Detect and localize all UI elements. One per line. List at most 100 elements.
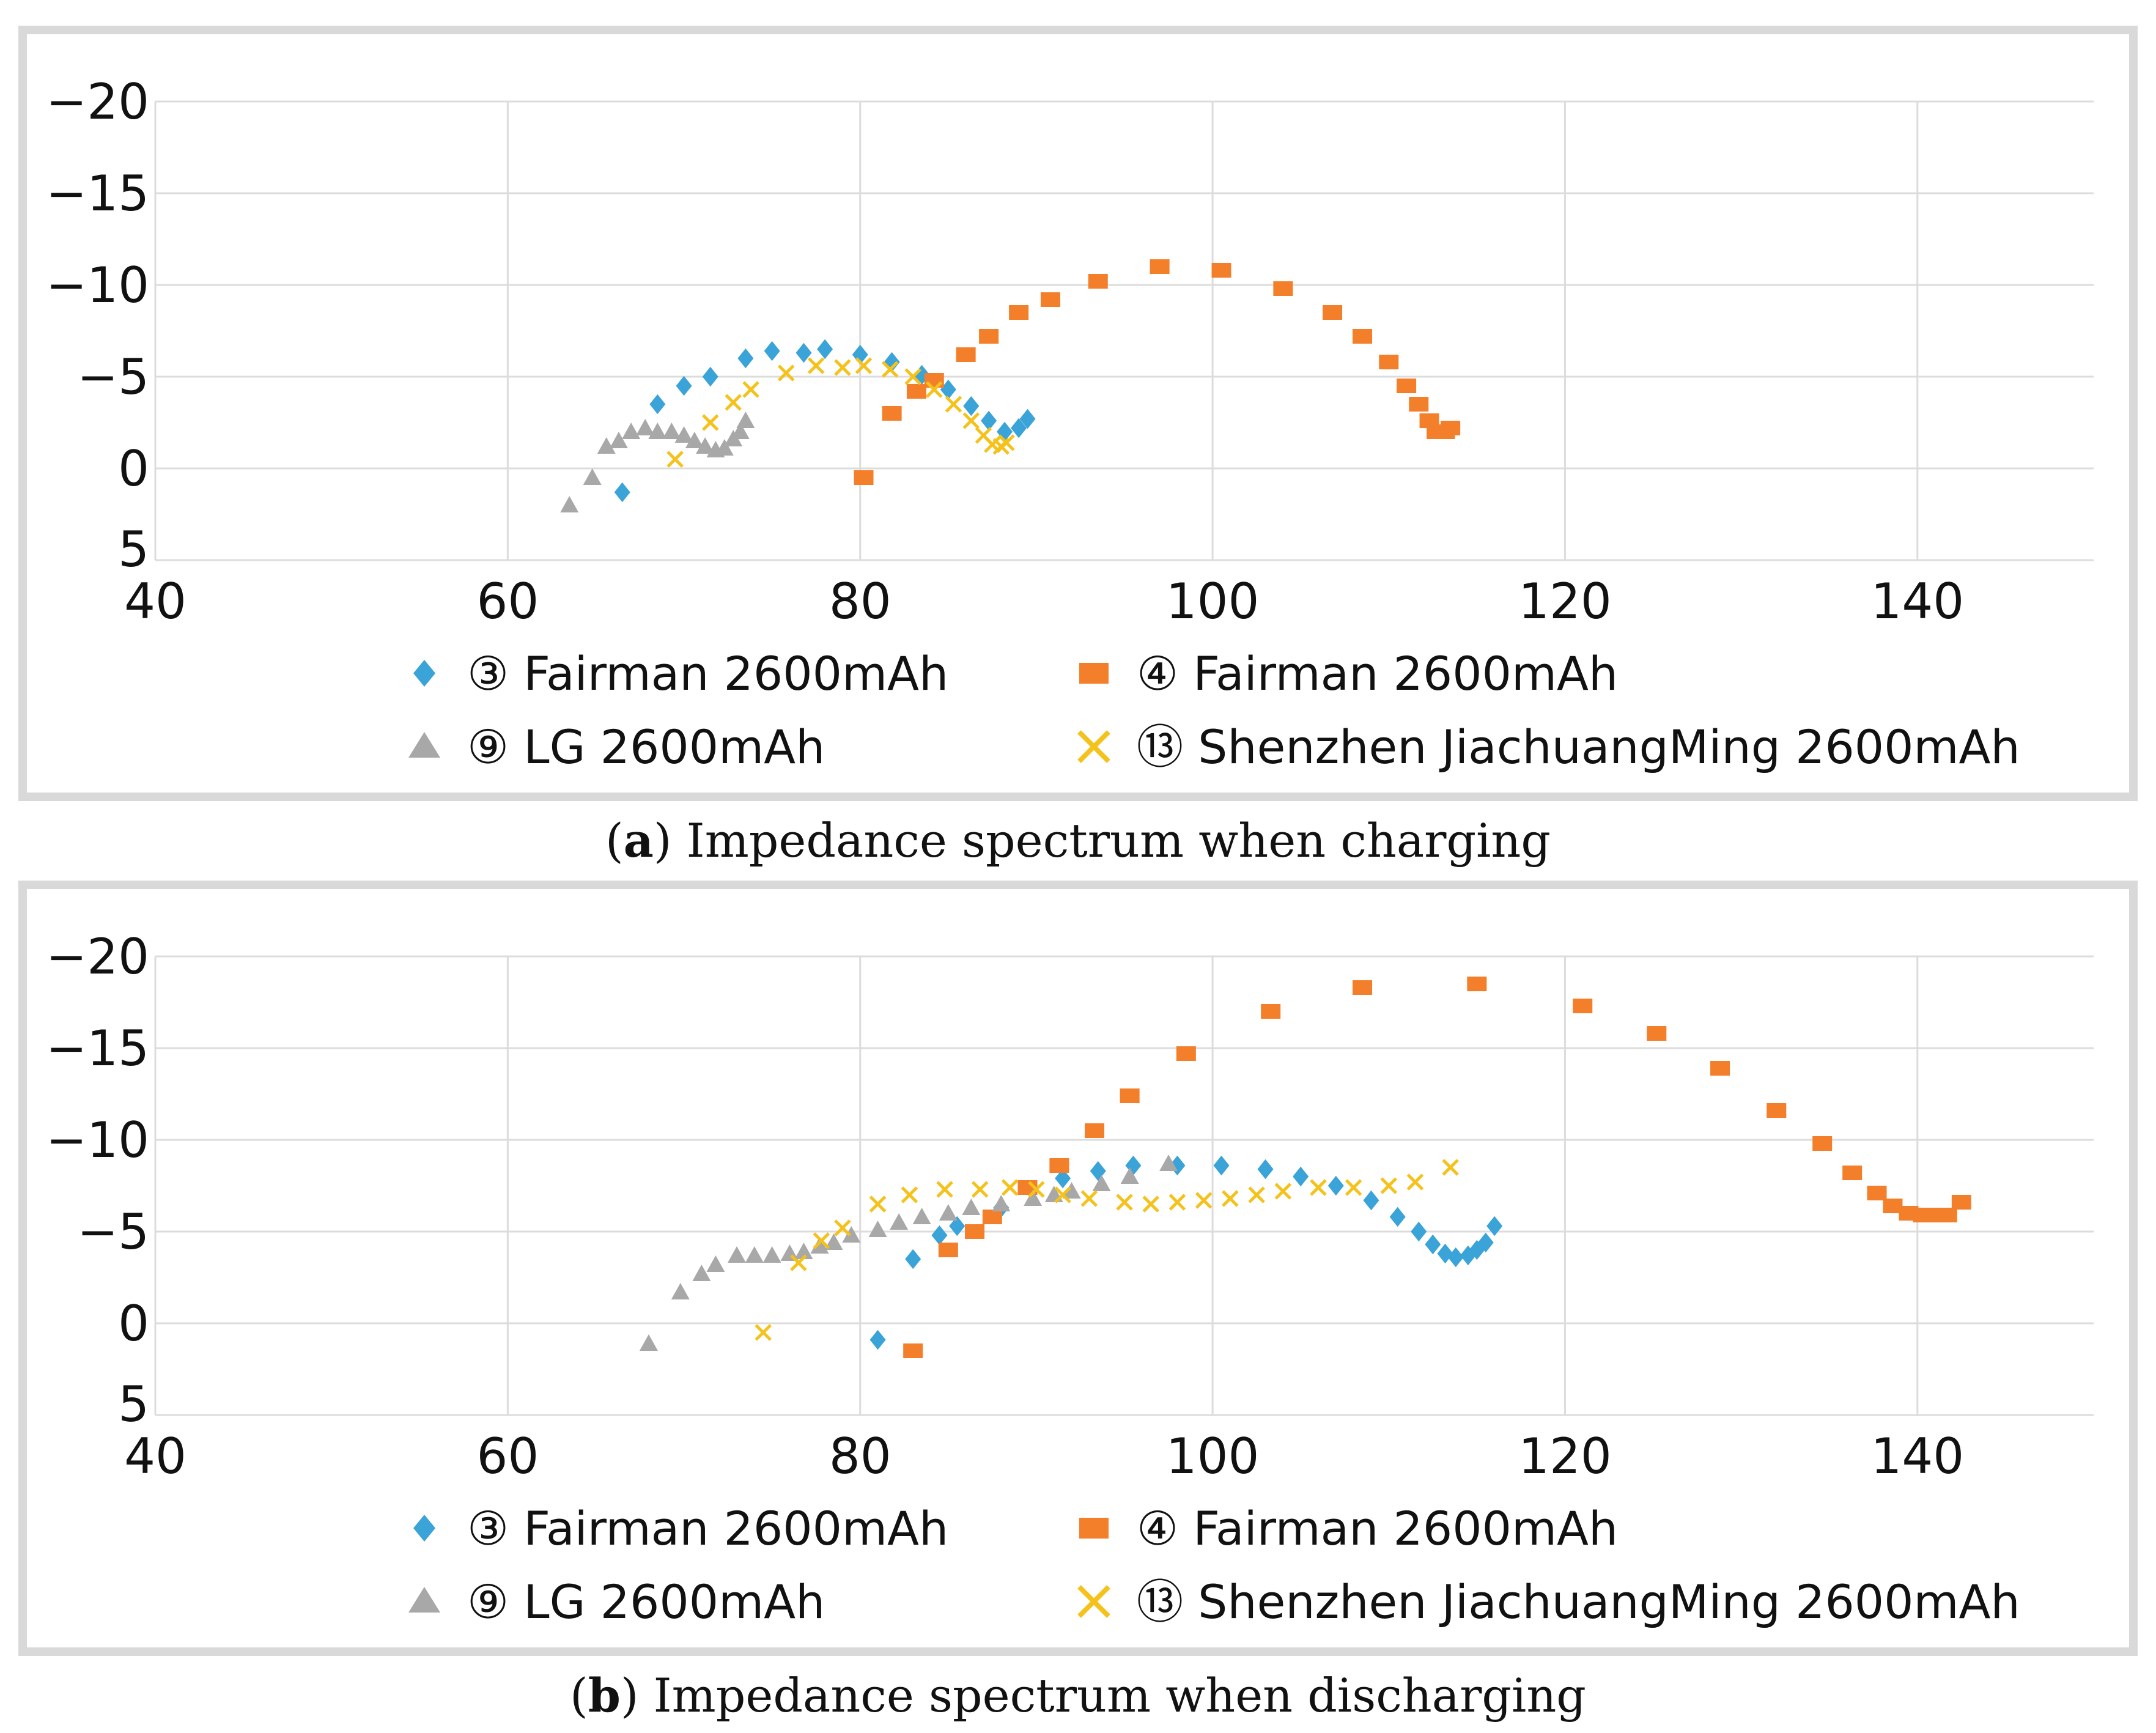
legend-item: ④ Fairman 2600mAh: [1079, 646, 1618, 701]
data-point: [1273, 281, 1293, 296]
data-point: [737, 348, 754, 369]
data-point: [1024, 1189, 1043, 1206]
series-shenzhen: [666, 357, 1015, 468]
data-point: [1353, 980, 1373, 995]
caption-charging: (a) Impedance spectrum when charging: [605, 813, 1551, 868]
y-tick-label: −15: [46, 1020, 149, 1077]
data-point: [1222, 1190, 1239, 1207]
data-point: [1120, 1088, 1140, 1103]
legend-label: ③ Fairman 2600mAh: [467, 646, 948, 701]
legend-item: ⑨ LG 2600mAh: [408, 1575, 825, 1629]
x-tick-label: 80: [829, 573, 892, 630]
x-tick-label: 120: [1518, 1428, 1612, 1485]
data-point: [1168, 1194, 1186, 1211]
data-point: [1195, 1192, 1213, 1209]
data-point: [1467, 977, 1487, 991]
series-fairman4: [854, 259, 1461, 485]
series-lg: [560, 412, 755, 512]
data-point: [1142, 1195, 1159, 1213]
y-tick-label: 5: [118, 521, 149, 578]
legend-label: ⑬ Shenzhen JiachuangMing 2600mAh: [1137, 1575, 2020, 1629]
data-point: [949, 1216, 965, 1236]
data-point: [676, 375, 692, 396]
cross-marker-icon: [1077, 730, 1110, 763]
caption-discharging: (b) Impedance spectrum when discharging: [570, 1668, 1586, 1723]
y-tick-label: −10: [46, 257, 149, 314]
data-point: [742, 381, 759, 398]
series-fairman3: [869, 1155, 1503, 1350]
data-point: [777, 364, 795, 382]
data-point: [807, 357, 825, 374]
data-point: [1409, 397, 1429, 412]
data-point: [1310, 1179, 1327, 1196]
data-point: [1441, 421, 1461, 435]
data-point: [855, 357, 873, 374]
data-point: [696, 437, 715, 454]
data-point: [982, 1210, 1002, 1224]
data-point: [810, 1237, 829, 1254]
data-point: [1011, 418, 1027, 438]
data-point: [1323, 305, 1343, 320]
data-point: [882, 406, 902, 421]
data-point: [1062, 1182, 1081, 1199]
y-tick-label: −20: [46, 73, 149, 130]
data-point: [736, 412, 755, 428]
data-point: [1213, 1155, 1230, 1176]
data-point: [1176, 1046, 1196, 1061]
data-point: [1477, 1232, 1494, 1253]
data-point: [1040, 292, 1060, 307]
data-point: [1647, 1026, 1667, 1041]
data-point: [649, 394, 666, 415]
data-point: [1090, 1161, 1106, 1181]
data-point: [962, 412, 980, 429]
data-point: [1159, 1155, 1178, 1171]
data-point: [706, 1255, 725, 1272]
triangle-marker-icon: [408, 1587, 440, 1613]
data-point: [963, 396, 980, 416]
data-point: [764, 341, 780, 361]
series-shenzhen: [755, 1159, 1459, 1341]
y-tick-label: 5: [118, 1376, 149, 1433]
x-tick-label: 120: [1518, 573, 1612, 630]
data-point: [956, 347, 976, 362]
square-marker-icon: [1079, 1518, 1109, 1539]
data-point: [790, 1254, 807, 1271]
grid: [154, 100, 2094, 561]
data-point: [834, 359, 851, 376]
cross-marker-icon: [1077, 1585, 1110, 1618]
data-point: [1150, 259, 1170, 274]
data-point: [1411, 1221, 1427, 1242]
legend-label: ③ Fairman 2600mAh: [467, 1501, 948, 1556]
y-tick-label: 0: [118, 440, 149, 497]
data-point: [731, 423, 750, 439]
data-point: [940, 379, 956, 400]
legend-item: ⑬ Shenzhen JiachuangMing 2600mAh: [1077, 1575, 2020, 1629]
data-point: [1867, 1186, 1887, 1200]
data-point: [636, 419, 655, 435]
data-point: [1767, 1103, 1787, 1118]
legend-item: ③ Fairman 2600mAh: [413, 1501, 948, 1556]
data-point: [925, 381, 943, 398]
data-point: [979, 329, 999, 344]
data-point: [1425, 1234, 1441, 1255]
triangle-marker-icon: [408, 732, 440, 758]
data-point: [1274, 1183, 1292, 1200]
data-point: [912, 1208, 931, 1224]
data-point: [813, 1232, 830, 1249]
data-point: [715, 439, 734, 456]
data-point: [981, 410, 997, 431]
discharging-impedance-chart: −20 −15 −10 −5 0 540 60 80 100 120 140 ③ Fairman 26…: [46, 928, 2094, 1629]
data-point: [674, 426, 693, 443]
y-tick-label: −15: [46, 165, 149, 222]
data-point: [1380, 1177, 1398, 1194]
legend-label: ⑨ LG 2600mAh: [467, 720, 825, 774]
data-point: [1937, 1208, 1957, 1222]
data-point: [998, 434, 1015, 451]
data-point: [745, 1246, 764, 1263]
data-point: [971, 1181, 989, 1198]
data-point: [1248, 1186, 1265, 1203]
data-point: [1363, 1190, 1379, 1211]
caption-text: Impedance spectrum when charging: [671, 813, 1551, 868]
data-point: [905, 1249, 921, 1269]
data-point: [671, 1283, 690, 1299]
